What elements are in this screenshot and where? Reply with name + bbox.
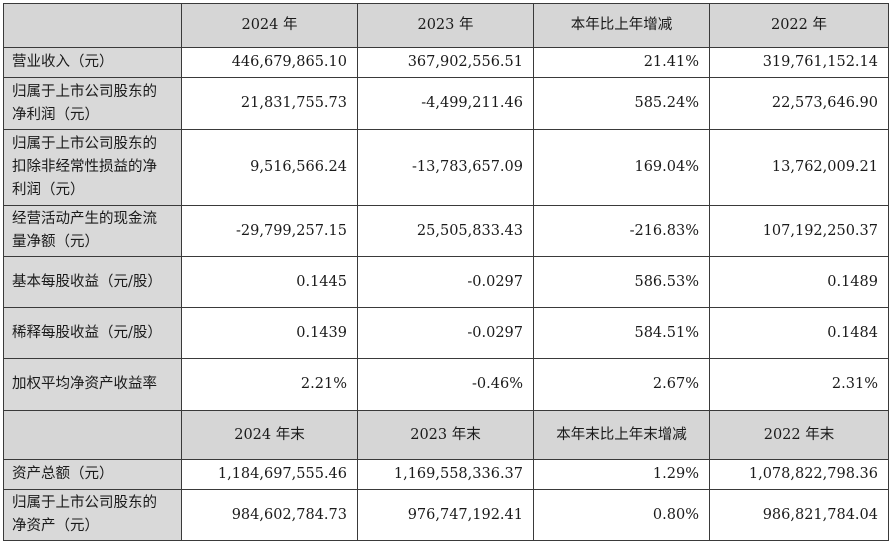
row-label: 营业收入（元） — [3, 47, 182, 78]
cell-value: 21.41% — [533, 47, 710, 78]
row-label: 稀释每股收益（元/股） — [3, 307, 182, 359]
cell-value: 986,821,784.04 — [709, 489, 889, 541]
cell-value: -0.0297 — [357, 256, 534, 308]
cell-value: 2.67% — [533, 358, 710, 411]
row-label: 加权平均净资产收益率 — [3, 358, 182, 411]
cell-value: 169.04% — [533, 129, 710, 206]
table-row-basic-eps: 基本每股收益（元/股） 0.1445 -0.0297 586.53% 0.148… — [3, 256, 889, 308]
cell-value: 0.1439 — [181, 307, 358, 359]
cell-value: 0.1484 — [709, 307, 889, 359]
table-row-net-assets: 归属于上市公司股东的净资产（元） 984,602,784.73 976,747,… — [3, 489, 889, 541]
header-row-year-end: 2024 年末 2023 年末 本年末比上年末增减 2022 年末 — [3, 410, 889, 460]
cell-value: -13,783,657.09 — [357, 129, 534, 206]
cell-value: 984,602,784.73 — [181, 489, 358, 541]
cell-value: 1,169,558,336.37 — [357, 459, 534, 490]
header-row-annual: 2024 年 2023 年 本年比上年增减 2022 年 — [3, 3, 889, 48]
header-cell-blank — [3, 3, 182, 48]
cell-value: 13,762,009.21 — [709, 129, 889, 206]
cell-value: 21,831,755.73 — [181, 77, 358, 130]
table-row-total-assets: 资产总额（元） 1,184,697,555.46 1,169,558,336.3… — [3, 459, 889, 490]
cell-value: 976,747,192.41 — [357, 489, 534, 541]
table-row-revenue: 营业收入（元） 446,679,865.10 367,902,556.51 21… — [3, 47, 889, 78]
row-label: 归属于上市公司股东的扣除非经常性损益的净利润（元） — [3, 129, 182, 206]
header-cell-blank — [3, 410, 182, 460]
header-cell-2022-end: 2022 年末 — [709, 410, 889, 460]
cell-value: 319,761,152.14 — [709, 47, 889, 78]
table-row-net-profit: 归属于上市公司股东的净利润（元） 21,831,755.73 -4,499,21… — [3, 77, 889, 130]
cell-value: 446,679,865.10 — [181, 47, 358, 78]
row-label: 归属于上市公司股东的净资产（元） — [3, 489, 182, 541]
cell-value: 2.31% — [709, 358, 889, 411]
cell-value: -0.0297 — [357, 307, 534, 359]
cell-value: 9,516,566.24 — [181, 129, 358, 206]
cell-value: -216.83% — [533, 205, 710, 257]
cell-value: 0.1489 — [709, 256, 889, 308]
header-cell-2024: 2024 年 — [181, 3, 358, 48]
table-row-diluted-eps: 稀释每股收益（元/股） 0.1439 -0.0297 584.51% 0.148… — [3, 307, 889, 359]
cell-value: 0.80% — [533, 489, 710, 541]
financial-table: 2024 年 2023 年 本年比上年增减 2022 年 营业收入（元） 446… — [3, 3, 889, 541]
header-cell-change: 本年比上年增减 — [533, 3, 710, 48]
cell-value: 367,902,556.51 — [357, 47, 534, 78]
table-row-roe: 加权平均净资产收益率 2.21% -0.46% 2.67% 2.31% — [3, 358, 889, 411]
cell-value: 0.1445 — [181, 256, 358, 308]
cell-value: 22,573,646.90 — [709, 77, 889, 130]
cell-value: 1.29% — [533, 459, 710, 490]
header-cell-2023: 2023 年 — [357, 3, 534, 48]
cell-value: 584.51% — [533, 307, 710, 359]
cell-value: 586.53% — [533, 256, 710, 308]
cell-value: 107,192,250.37 — [709, 205, 889, 257]
cell-value: 1,078,822,798.36 — [709, 459, 889, 490]
cell-value: 25,505,833.43 — [357, 205, 534, 257]
cell-value: 1,184,697,555.46 — [181, 459, 358, 490]
cell-value: -4,499,211.46 — [357, 77, 534, 130]
header-cell-change-end: 本年末比上年末增减 — [533, 410, 710, 460]
cell-value: -0.46% — [357, 358, 534, 411]
cell-value: 2.21% — [181, 358, 358, 411]
row-label: 归属于上市公司股东的净利润（元） — [3, 77, 182, 130]
row-label: 经营活动产生的现金流量净额（元） — [3, 205, 182, 257]
table-row-operating-cash-flow: 经营活动产生的现金流量净额（元） -29,799,257.15 25,505,8… — [3, 205, 889, 257]
header-cell-2022: 2022 年 — [709, 3, 889, 48]
header-cell-2023-end: 2023 年末 — [357, 410, 534, 460]
row-label: 基本每股收益（元/股） — [3, 256, 182, 308]
cell-value: 585.24% — [533, 77, 710, 130]
row-label: 资产总额（元） — [3, 459, 182, 490]
cell-value: -29,799,257.15 — [181, 205, 358, 257]
header-cell-2024-end: 2024 年末 — [181, 410, 358, 460]
table-row-net-profit-deducted: 归属于上市公司股东的扣除非经常性损益的净利润（元） 9,516,566.24 -… — [3, 129, 889, 206]
